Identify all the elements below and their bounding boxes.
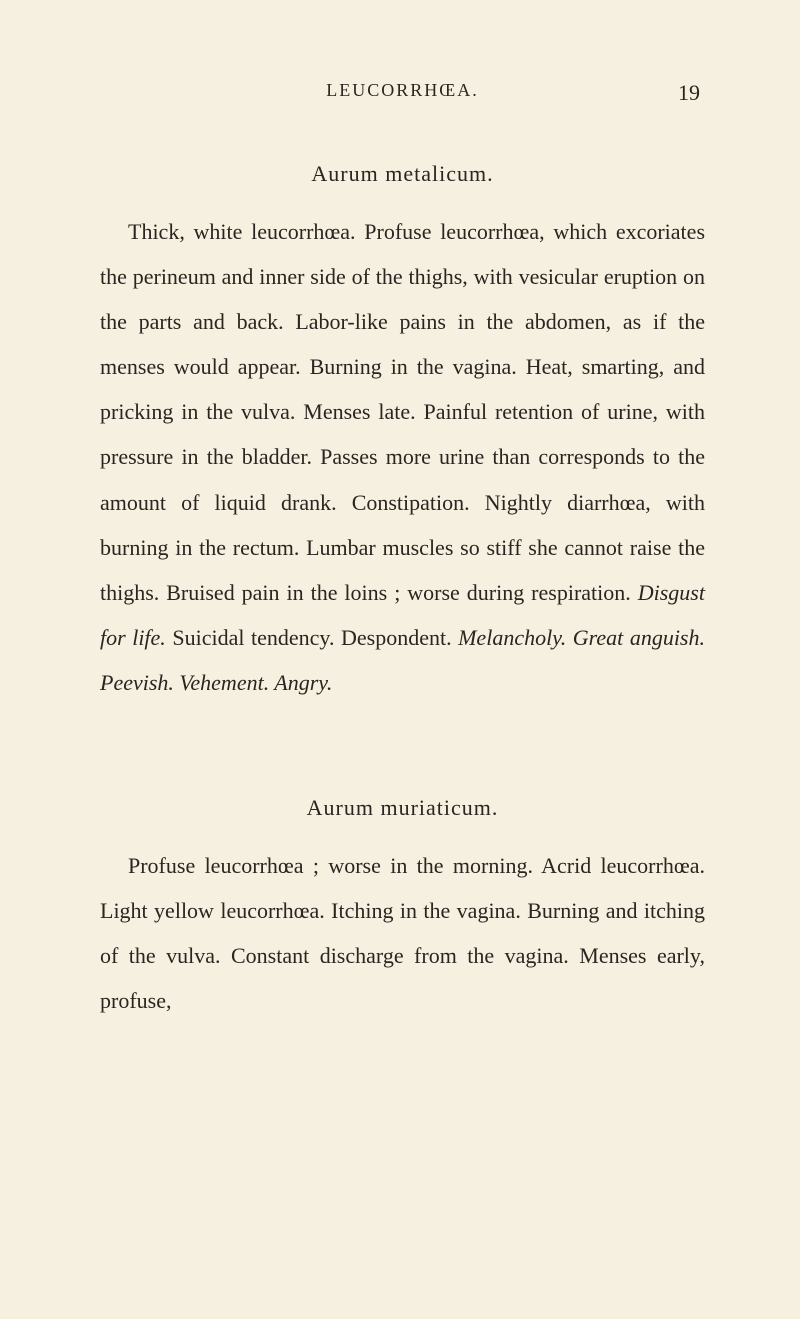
body-paragraph-1: Thick, white leucorrhœa. Profuse leucorr… [100,209,705,705]
section-title-2: Aurum muriaticum. [100,795,705,821]
section-title-1: Aurum metalicum. [100,161,705,187]
text-span: Thick, white leucorrhœa. Profuse leucorr… [100,219,705,605]
text-span: Suicidal tendency. Despondent. [166,625,458,650]
page-number: 19 [678,80,700,106]
running-head: LEUCORRHŒA. [115,80,690,101]
body-paragraph-2: Profuse leucorrhœa ; worse in the mornin… [100,843,705,1023]
page-header: LEUCORRHŒA. 19 [100,80,705,101]
